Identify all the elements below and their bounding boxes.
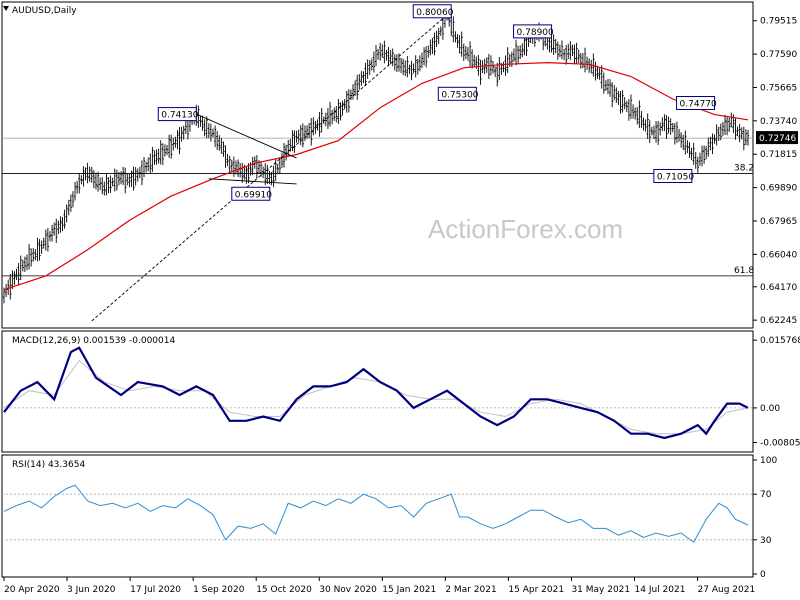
peak-label: 0.74130 bbox=[161, 111, 198, 121]
price-axis-label: 0.62245 bbox=[760, 316, 797, 326]
x-axis-label: 15 Oct 2020 bbox=[256, 585, 312, 595]
peak-label-box bbox=[437, 86, 477, 101]
last-price-label: 0.72746 bbox=[759, 134, 796, 144]
rsi-axis-label: 30 bbox=[760, 536, 772, 546]
price-axis-label: 0.69890 bbox=[760, 184, 797, 194]
peak-label-box bbox=[513, 24, 553, 39]
chart-title: AUDUSD,Daily bbox=[12, 6, 77, 16]
x-axis-label: 2 Mar 2021 bbox=[445, 585, 496, 595]
x-axis-label: 3 Jun 2020 bbox=[67, 585, 116, 595]
macd-signal-line bbox=[3, 359, 749, 435]
macd-axis-label: -0.008053 bbox=[760, 438, 800, 448]
price-axis-label: 0.66040 bbox=[760, 250, 797, 260]
price-series: 38.2 61.8 0.80060 0.78900 0.75300 0.74130 0.74… bbox=[2, 4, 754, 322]
x-axis-label: 14 Jul 2021 bbox=[635, 585, 686, 595]
sma-line bbox=[3, 61, 749, 291]
price-axis-label: 0.67965 bbox=[760, 217, 797, 227]
x-axis-label: 20 Apr 2020 bbox=[4, 585, 60, 595]
rsi-line bbox=[3, 484, 749, 543]
rsi-axis-label: 70 bbox=[760, 490, 772, 500]
price-axis-label: 0.75665 bbox=[760, 83, 797, 93]
macd-panel bbox=[1, 330, 754, 453]
rsi-axis-label: 100 bbox=[760, 456, 777, 466]
trendline bbox=[91, 10, 452, 322]
price-axis-label: 0.79515 bbox=[760, 17, 797, 27]
peak-label: 0.78900 bbox=[517, 28, 554, 38]
peak-label: 0.69910 bbox=[235, 190, 272, 200]
x-axis-label: 17 Jul 2020 bbox=[130, 585, 181, 595]
trendline bbox=[208, 178, 297, 185]
peak-label-box bbox=[412, 4, 452, 19]
x-axis-label: 30 Nov 2020 bbox=[319, 585, 377, 595]
rsi-series bbox=[2, 484, 753, 543]
macd-series bbox=[2, 346, 753, 440]
menu-triangle-icon[interactable] bbox=[3, 6, 9, 11]
peak-label: 0.80060 bbox=[416, 8, 453, 18]
macd-title: MACD(12,26,9) 0.001539 -0.000014 bbox=[12, 336, 175, 346]
fib-level-label: 61.8 bbox=[734, 266, 754, 276]
rsi-title: RSI(14) 43.3654 bbox=[12, 460, 85, 470]
watermark: ActionForex.com bbox=[428, 214, 623, 244]
peak-label-box bbox=[157, 107, 197, 122]
axes: 0.79515 0.77590 0.75665 0.73740 0.71815 0.698… bbox=[3, 17, 800, 595]
x-axis-label: 31 May 2021 bbox=[571, 585, 630, 595]
x-axis-label: 15 Apr 2021 bbox=[508, 585, 564, 595]
peak-label: 0.75300 bbox=[441, 90, 478, 100]
peak-label-box bbox=[231, 186, 271, 201]
price-axis-label: 0.73740 bbox=[760, 117, 797, 127]
macd-line bbox=[3, 346, 749, 440]
peak-label-box bbox=[653, 168, 693, 183]
rsi-axis-label: 0 bbox=[760, 570, 766, 580]
price-axis-label: 0.64170 bbox=[760, 283, 797, 293]
x-axis-label: 27 Aug 2021 bbox=[698, 585, 756, 595]
peak-label: 0.74770 bbox=[680, 99, 717, 109]
x-axis-label: 15 Jan 2021 bbox=[382, 585, 436, 595]
macd-axis-label: 0.015768 bbox=[760, 336, 800, 346]
macd-axis-label: 0.00 bbox=[760, 404, 780, 414]
rsi-panel bbox=[1, 454, 754, 578]
price-axis-label: 0.71815 bbox=[760, 150, 797, 160]
fib-level-label: 38.2 bbox=[734, 164, 754, 174]
x-axis-label: 1 Sep 2020 bbox=[193, 585, 245, 595]
price-panel bbox=[1, 1, 754, 329]
trendline bbox=[196, 113, 297, 159]
last-price-box bbox=[756, 131, 798, 145]
peak-label-box bbox=[676, 95, 716, 110]
price-axis-label: 0.77590 bbox=[760, 50, 797, 60]
peak-label: 0.71050 bbox=[657, 172, 694, 182]
